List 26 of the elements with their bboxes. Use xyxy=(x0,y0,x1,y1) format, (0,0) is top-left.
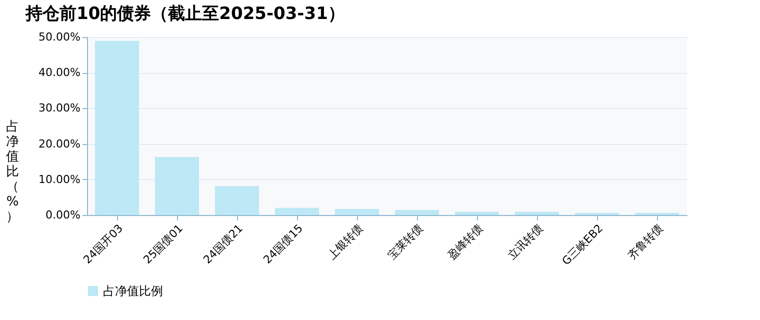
y-tick-label: 10.00% xyxy=(38,172,80,186)
y-axis-title: 占净值比（%） xyxy=(6,120,19,224)
y-tick-label: 20.00% xyxy=(38,137,80,150)
bar xyxy=(395,210,439,215)
x-tick-label: 盈峰转债 xyxy=(445,222,486,262)
x-tick-label: 24国开03 xyxy=(80,222,126,266)
x-tick-label: 25国债01 xyxy=(140,222,186,266)
bar xyxy=(215,186,259,215)
x-tick-label: 立讯转债 xyxy=(505,222,546,262)
y-tick-label: 0.00% xyxy=(46,208,80,222)
x-tick-label: 宝莱转债 xyxy=(385,222,426,262)
y-tick-label: 50.00% xyxy=(38,30,80,44)
bar xyxy=(455,212,499,215)
x-tick-label: 齐鲁转债 xyxy=(625,222,666,262)
x-tick-label: 24国债15 xyxy=(260,222,306,266)
bar xyxy=(275,208,319,215)
bar xyxy=(95,40,139,215)
bar xyxy=(515,212,559,215)
bar xyxy=(335,208,379,215)
x-tick-label: 上银转债 xyxy=(325,222,366,262)
chart-title: 持仓前10的债券（截止至2025-03-31） xyxy=(24,4,345,24)
legend-label: 占净值比例 xyxy=(103,284,163,298)
y-tick-label: 30.00% xyxy=(38,102,80,115)
bar xyxy=(155,156,199,215)
y-tick-label: 40.00% xyxy=(38,66,80,80)
x-tick-label: 24国债21 xyxy=(200,222,246,266)
